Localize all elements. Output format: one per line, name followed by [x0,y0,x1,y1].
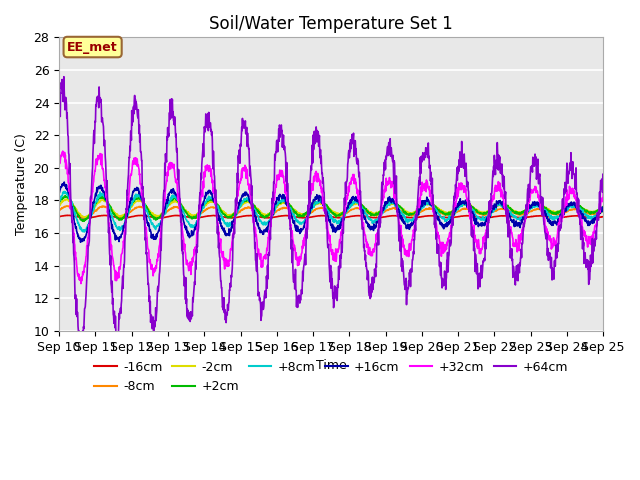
Y-axis label: Temperature (C): Temperature (C) [15,133,28,235]
Title: Soil/Water Temperature Set 1: Soil/Water Temperature Set 1 [209,15,453,33]
X-axis label: Time: Time [316,359,347,372]
Text: EE_met: EE_met [67,40,118,54]
Legend: -16cm, -8cm, -2cm, +2cm, +8cm, +16cm, +32cm, +64cm: -16cm, -8cm, -2cm, +2cm, +8cm, +16cm, +3… [90,356,573,398]
